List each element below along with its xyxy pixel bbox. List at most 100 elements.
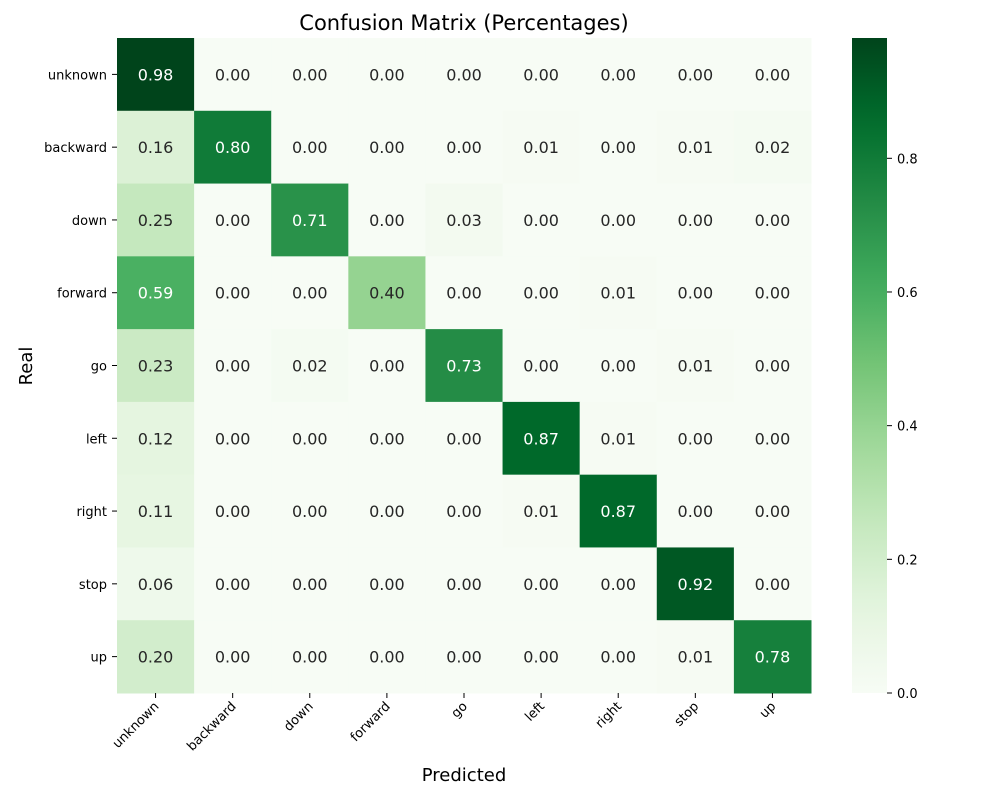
heatmap-cell (117, 38, 195, 112)
heatmap-cell (579, 401, 658, 476)
cell-value-label: 0.00 (678, 502, 714, 521)
cell-value-label: 0.00 (446, 284, 482, 303)
cell-value-label: 0.00 (369, 357, 405, 376)
cell-value-label: 0.98 (138, 65, 174, 84)
heatmap-cell (656, 38, 735, 112)
cell-value-label: 0.00 (292, 648, 328, 667)
x-tick-label: backward (184, 699, 239, 754)
heatmap-cell (733, 401, 812, 476)
heatmap-cell (271, 474, 349, 548)
heatmap-cell (656, 329, 735, 403)
heatmap-cell (502, 38, 581, 112)
heatmap-cell (425, 256, 504, 330)
colorbar-tick-label: 0.2 (897, 553, 918, 568)
cell-value-label: 0.00 (215, 284, 251, 303)
heatmap-cell (348, 110, 426, 185)
y-tick-label: down (72, 214, 107, 229)
heatmap-cell (502, 329, 581, 403)
cell-value-label: 0.11 (138, 502, 174, 521)
y-tick-label: right (76, 505, 107, 520)
heatmap-cell (579, 547, 658, 621)
colorbar-tick-label: 0.8 (897, 152, 918, 167)
heatmap-cell (733, 547, 812, 621)
cell-value-label: 0.00 (678, 211, 714, 230)
heatmap-cell (656, 547, 735, 621)
cell-value-label: 0.00 (369, 211, 405, 230)
heatmap-cell (502, 474, 581, 548)
cell-value-label: 0.00 (755, 284, 791, 303)
heatmap-cell (733, 620, 812, 694)
heatmap-cell (425, 38, 504, 112)
cell-value-label: 0.80 (215, 138, 251, 157)
heatmap-cells (117, 38, 812, 694)
x-tick-label: up (757, 699, 779, 721)
cell-value-label: 0.01 (523, 502, 559, 521)
heatmap-cell (502, 401, 581, 476)
cell-value-label: 0.00 (600, 575, 636, 594)
heatmap-cell (271, 401, 349, 476)
cell-value-label: 0.00 (600, 357, 636, 376)
cell-value-label: 0.00 (369, 429, 405, 448)
heatmap-cell (348, 329, 426, 403)
heatmap-cell (194, 329, 272, 403)
cell-value-label: 0.00 (215, 575, 251, 594)
cell-value-label: 0.01 (678, 138, 714, 157)
heatmap-cell (117, 620, 195, 694)
heatmap-cell (425, 401, 504, 476)
x-tick-label: stop (672, 699, 702, 729)
heatmap-cell (656, 620, 735, 694)
y-tick-label: backward (44, 141, 107, 156)
cell-value-label: 0.00 (215, 211, 251, 230)
heatmap-cell (194, 547, 272, 621)
x-axis-ticks: unknown backward down forward go left right sto… (110, 693, 779, 754)
heatmap-cell (117, 110, 195, 185)
heatmap-cell (194, 256, 272, 330)
cell-value-label: 0.00 (369, 65, 405, 84)
heatmap-cell (656, 474, 735, 548)
cell-value-label: 0.01 (678, 648, 714, 667)
heatmap-cell (117, 474, 195, 548)
cell-value-label: 0.00 (215, 648, 251, 667)
cell-value-label: 0.78 (755, 648, 791, 667)
cell-value-label: 0.00 (369, 648, 405, 667)
heatmap-cell (117, 547, 195, 621)
cell-value-label: 0.06 (138, 575, 174, 594)
cell-value-label: 0.00 (600, 65, 636, 84)
heatmap-cell (425, 183, 504, 257)
cell-value-label: 0.00 (523, 284, 559, 303)
heatmap-cell (194, 183, 272, 257)
cell-value-label: 0.59 (138, 284, 174, 303)
colorbar-tick-label: 0.6 (897, 286, 918, 301)
heatmap-cell (579, 474, 658, 548)
colorbar-tick-label: 0.0 (897, 687, 918, 702)
y-tick-label: forward (57, 287, 107, 302)
cell-value-label: 0.00 (215, 429, 251, 448)
cell-value-label: 0.00 (446, 502, 482, 521)
cell-value-label: 0.00 (446, 648, 482, 667)
cell-value-label: 0.20 (138, 648, 174, 667)
y-axis-ticks: unknown backward down forward go left right sto… (44, 68, 117, 666)
heatmap-cell (271, 620, 349, 694)
cell-value-label: 0.00 (292, 138, 328, 157)
cell-value-label: 0.00 (600, 211, 636, 230)
cell-value-label: 0.02 (755, 138, 791, 157)
cell-value-label: 0.00 (755, 211, 791, 230)
heatmap-cell (733, 474, 812, 548)
cell-value-label: 0.71 (292, 211, 328, 230)
heatmap-cell (656, 256, 735, 330)
x-tick-label: down (281, 699, 316, 734)
heatmap-cell (656, 183, 735, 257)
cell-value-label: 0.00 (446, 138, 482, 157)
heatmap-cell (425, 620, 504, 694)
heatmap-cell (117, 329, 195, 403)
heatmap-cell (194, 110, 272, 185)
heatmap-cell (579, 620, 658, 694)
heatmap-cell (348, 547, 426, 621)
heatmap-cell (117, 183, 195, 257)
heatmap-cell (502, 183, 581, 257)
cell-value-label: 0.87 (600, 502, 636, 521)
cell-value-label: 0.00 (523, 211, 559, 230)
heatmap-cell (271, 256, 349, 330)
heatmap-cell (348, 401, 426, 476)
